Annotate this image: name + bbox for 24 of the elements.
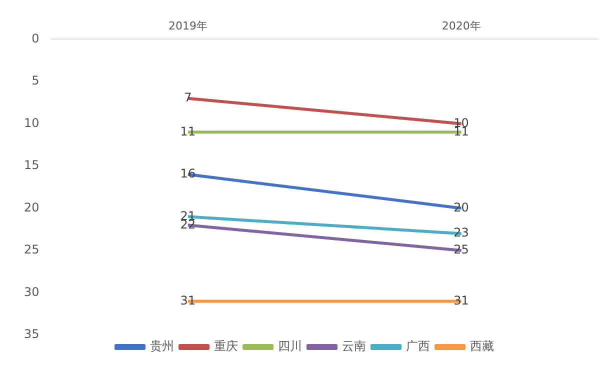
legend-label: 云南 [342,339,366,354]
data-label: 11 [180,124,196,138]
legend-label: 四川 [278,339,302,354]
legend-label: 重庆 [214,339,238,354]
data-label: 7 [184,90,192,104]
legend-label: 西藏 [470,339,494,354]
y-tick-label: 5 [32,74,40,88]
data-label: 31 [180,293,196,308]
data-label: 31 [454,293,469,308]
data-label: 20 [454,200,469,214]
x-tick-label: 2019年 [168,19,208,32]
y-tick-label: 30 [24,284,40,299]
y-tick-label: 15 [24,158,40,172]
legend-label: 贵州 [150,339,174,354]
data-label: 25 [454,242,469,257]
y-tick-label: 35 [24,327,40,342]
y-tick-label: 25 [24,242,40,257]
y-tick-label: 0 [32,31,40,46]
data-label: 23 [454,226,469,240]
x-tick-label: 2020年 [442,19,481,32]
y-tick-label: 10 [24,116,40,130]
legend-label: 广西 [406,339,430,354]
y-tick-label: 20 [24,200,40,214]
data-label: 16 [180,166,196,181]
